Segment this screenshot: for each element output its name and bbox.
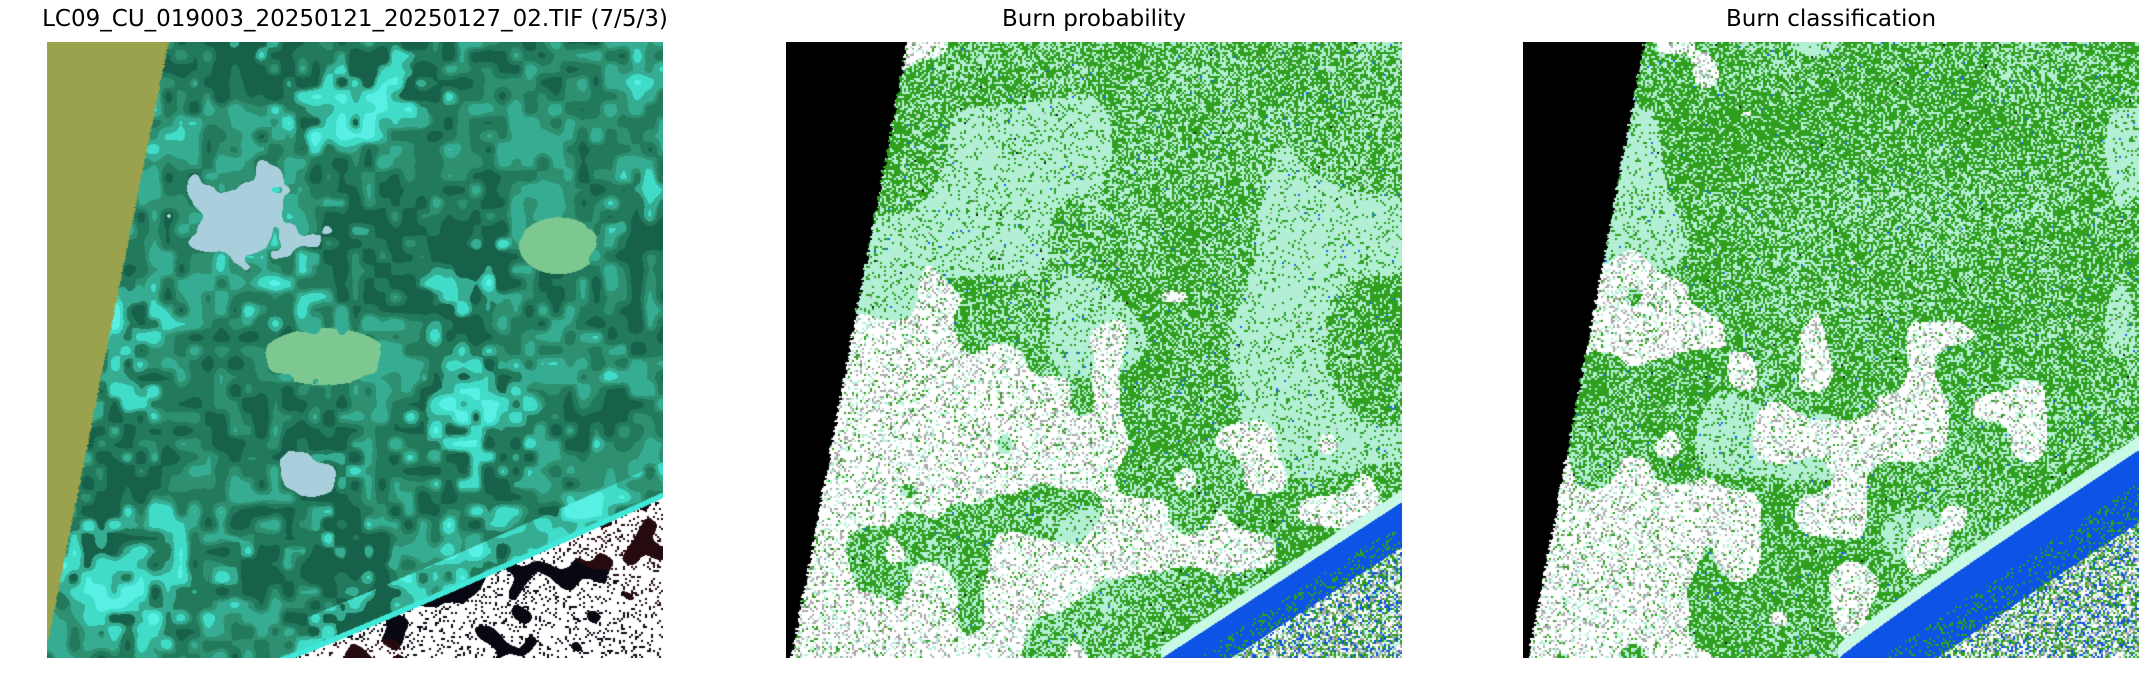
burn-probability-map bbox=[786, 42, 1402, 658]
panel-title-burn-probability: Burn probability bbox=[1001, 6, 1187, 32]
panel-title-burn-classification: Burn classification bbox=[1725, 6, 1937, 32]
burn-classification-map bbox=[1523, 42, 2139, 658]
composite-satellite-image bbox=[47, 42, 663, 658]
panel-title-composite: LC09_CU_019003_20250121_20250127_02.TIF … bbox=[42, 6, 668, 32]
